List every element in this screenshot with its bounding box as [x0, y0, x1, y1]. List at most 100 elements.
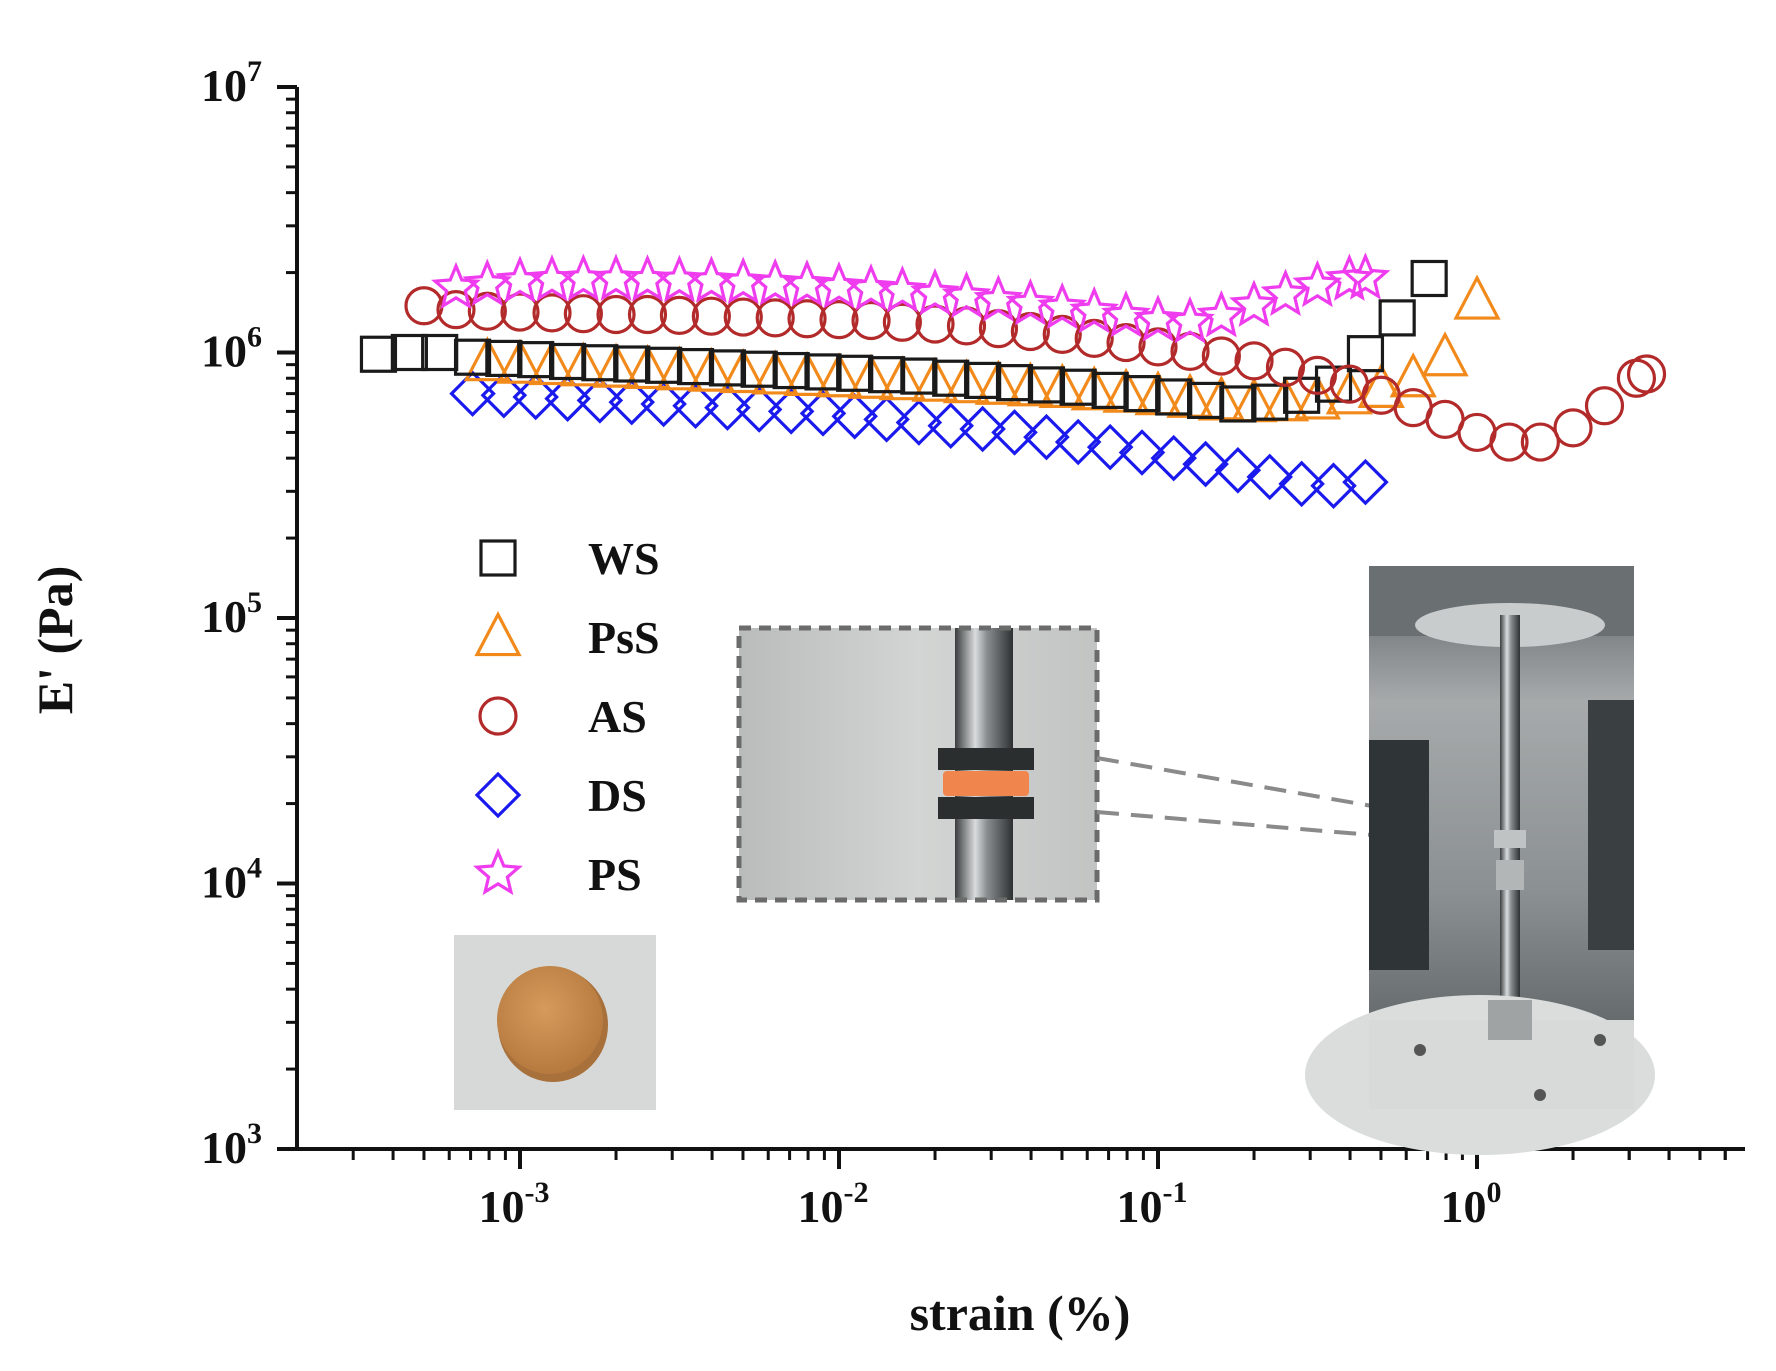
data-point-as — [1265, 347, 1306, 387]
data-point-ws — [645, 346, 683, 384]
series-ds — [449, 370, 1389, 509]
inset-connector-lines — [1096, 756, 1373, 837]
data-point-pss — [719, 347, 767, 394]
data-point-as — [1626, 354, 1667, 394]
data-point-ds — [1054, 418, 1102, 466]
data-point-ws — [1251, 383, 1289, 421]
data-point-as — [500, 292, 540, 332]
data-point-ps — [910, 267, 961, 316]
data-point-ds — [672, 382, 719, 430]
data-point-ds — [1246, 453, 1293, 501]
data-point-ds — [576, 377, 624, 424]
data-point-ps — [1196, 290, 1247, 338]
data-point-as — [1201, 336, 1241, 376]
data-point-ds — [640, 380, 687, 428]
x-tick-label: 100 — [1441, 1176, 1502, 1232]
data-point-pss — [1006, 361, 1055, 407]
data-point-pss — [878, 355, 927, 401]
legend-marker-ws — [479, 539, 517, 577]
data-point-ps — [814, 261, 864, 309]
data-point-ws — [517, 341, 555, 379]
legend-item-pss: PsS — [474, 611, 660, 663]
y-axis-title: E' (Pa) — [27, 566, 83, 715]
data-point-ds — [1023, 413, 1070, 461]
data-point-ds — [544, 375, 591, 422]
data-point-pss — [1421, 331, 1469, 377]
data-point-ps — [941, 270, 992, 319]
data-point-ws — [359, 335, 398, 373]
data-point-pss — [847, 353, 895, 399]
data-point-pss — [687, 346, 736, 392]
data-point-ds — [927, 402, 974, 449]
data-point-as — [691, 296, 731, 336]
data-point-ws — [1187, 381, 1225, 420]
data-point-ws — [1123, 375, 1161, 413]
data-point-ds — [959, 405, 1006, 453]
legend-label-ps: PS — [588, 849, 642, 900]
data-point-pss — [911, 356, 959, 402]
data-point-ds — [799, 390, 847, 437]
data-point-ps — [782, 259, 832, 307]
data-point-ds — [1150, 434, 1197, 482]
y-tick-label: 106 — [201, 321, 262, 377]
data-point-as — [755, 298, 795, 338]
data-point-ps — [1324, 253, 1375, 301]
legend-marker-ds — [474, 771, 522, 819]
data-point-pss — [528, 339, 576, 386]
data-point-as — [1520, 422, 1560, 462]
data-point-pss — [1038, 362, 1086, 408]
data-point-as — [723, 297, 763, 337]
data-point-as — [1584, 386, 1625, 426]
data-point-pss — [559, 341, 608, 387]
y-tick-label: 103 — [201, 1117, 262, 1173]
data-point-ds — [1214, 447, 1262, 494]
legend-item-ds: DS — [474, 770, 647, 821]
data-point-ws — [676, 347, 715, 386]
data-point-ws — [453, 338, 492, 376]
data-point-ds — [1342, 458, 1389, 506]
data-point-ds — [863, 396, 910, 443]
data-point-ps — [877, 265, 928, 313]
data-point-pss — [623, 343, 672, 390]
data-point-as — [404, 286, 444, 326]
legend-label-ws: WS — [588, 533, 660, 584]
legend-label-as: AS — [588, 691, 647, 742]
data-series-layer — [359, 252, 1667, 509]
data-point-ws — [485, 339, 523, 378]
data-point-ws — [836, 354, 874, 392]
x-tick-label: 10-1 — [1117, 1176, 1188, 1232]
x-tick-label: 10-2 — [798, 1176, 869, 1232]
y-tick-label: 104 — [201, 852, 262, 908]
data-point-ws — [900, 357, 938, 395]
rheometer-photo-inset — [1305, 566, 1655, 1155]
data-point-pss — [1293, 374, 1342, 420]
data-point-ps — [1005, 278, 1056, 326]
data-point-as — [563, 294, 603, 334]
data-point-ds — [480, 372, 528, 419]
data-point-as — [627, 294, 668, 335]
data-point-ps — [1133, 294, 1183, 342]
data-point-ds — [449, 370, 496, 417]
data-point-pss — [974, 359, 1023, 405]
data-point-as — [1457, 412, 1497, 453]
data-point-ws — [740, 350, 778, 388]
data-point-ps — [1101, 290, 1151, 338]
data-point-ps — [1260, 268, 1311, 316]
data-point-as — [882, 302, 922, 342]
data-point-ws — [1346, 335, 1385, 373]
data-point-ws — [1378, 299, 1416, 337]
x-axis-title: strain (%) — [910, 1285, 1131, 1341]
data-point-ds — [991, 409, 1038, 456]
data-point-as — [915, 304, 955, 344]
data-point-as — [1553, 408, 1593, 448]
pellet-photo-inset — [454, 935, 656, 1110]
legend-item-ps: PS — [473, 847, 642, 900]
data-point-pss — [496, 338, 544, 384]
legend-item-as: AS — [478, 691, 647, 742]
legend-marker-as — [478, 696, 518, 736]
data-point-pss — [751, 349, 799, 395]
data-point-pss — [1357, 362, 1405, 408]
series-ps — [431, 252, 1391, 344]
data-point-as — [436, 290, 476, 330]
data-point-pss — [592, 342, 640, 388]
